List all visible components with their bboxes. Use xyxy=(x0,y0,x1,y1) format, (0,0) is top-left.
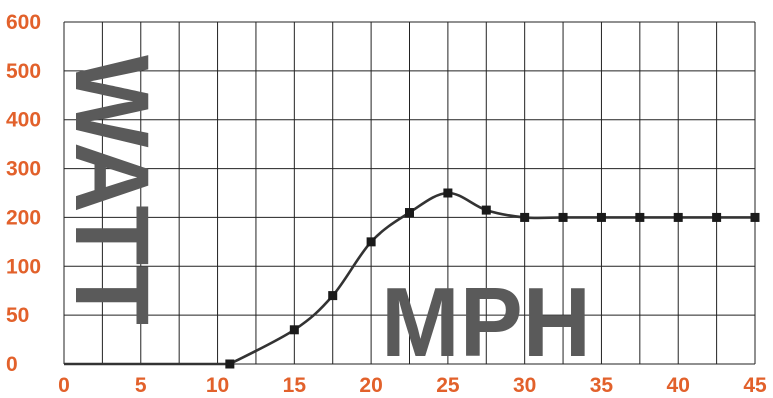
x-tick-label: 40 xyxy=(667,374,690,397)
y-tick-label: 600 xyxy=(6,11,41,34)
data-point xyxy=(328,291,338,301)
x-tick-label: 15 xyxy=(283,374,307,397)
x-axis-tick-labels: 0 5 10 15 20 25 30 35 40 45 xyxy=(58,374,767,397)
y-axis-title: WATT xyxy=(53,55,170,325)
y-tick-label: 400 xyxy=(6,109,41,132)
data-point xyxy=(635,212,645,222)
data-point xyxy=(712,212,722,222)
data-point xyxy=(750,212,760,222)
y-tick-label: 500 xyxy=(6,60,41,83)
x-tick-label: 25 xyxy=(436,374,460,397)
y-axis-tick-labels: 0 50 100 200 300 400 500 600 xyxy=(6,11,41,376)
series-markers xyxy=(225,188,760,369)
data-point xyxy=(481,205,491,215)
x-tick-label: 20 xyxy=(359,374,382,397)
data-point xyxy=(596,212,606,222)
data-point xyxy=(366,237,376,247)
data-point xyxy=(443,188,453,198)
data-point xyxy=(520,212,530,222)
y-tick-label: 300 xyxy=(6,158,41,181)
x-tick-label: 45 xyxy=(743,374,767,397)
data-point xyxy=(405,208,414,218)
data-point xyxy=(558,212,568,222)
x-tick-label: 35 xyxy=(590,374,614,397)
x-axis-title: MPH xyxy=(381,267,591,377)
x-tick-label: 0 xyxy=(58,374,70,397)
data-point xyxy=(225,359,235,369)
data-point xyxy=(673,212,683,222)
data-point xyxy=(289,325,299,335)
x-tick-label: 30 xyxy=(513,374,536,397)
x-tick-label: 5 xyxy=(135,374,147,397)
x-tick-label: 10 xyxy=(206,374,229,397)
y-tick-label: 100 xyxy=(6,255,41,278)
y-tick-label: 0 xyxy=(6,353,18,376)
y-tick-label: 200 xyxy=(6,206,41,229)
y-tick-label: 50 xyxy=(6,304,29,327)
